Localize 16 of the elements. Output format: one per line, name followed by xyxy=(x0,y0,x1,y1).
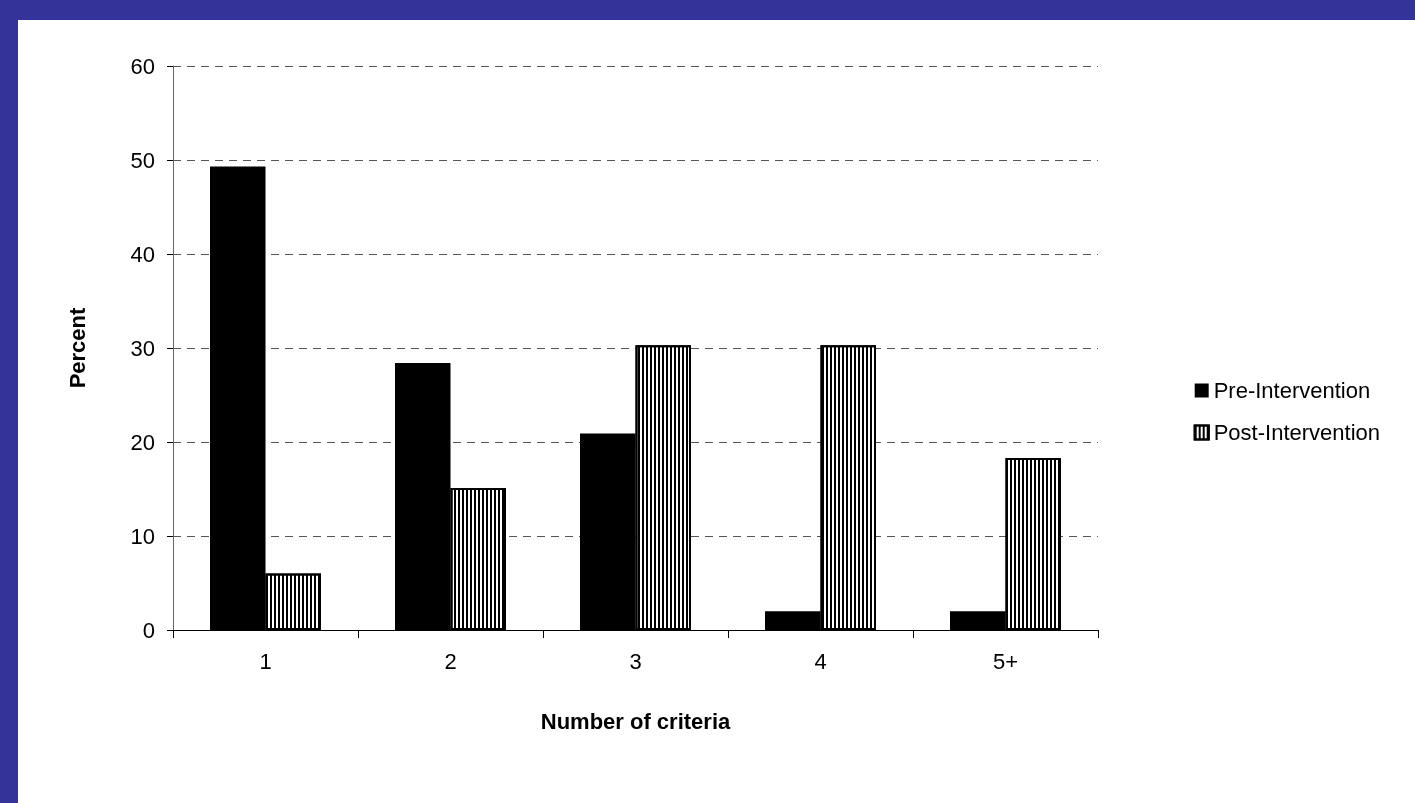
x-axis-title: Number of criteria xyxy=(540,708,732,734)
y-tick-label: 60 xyxy=(130,53,155,79)
legend-label: Post-Intervention xyxy=(1213,420,1380,445)
legend-label: Pre-Intervention xyxy=(1213,378,1371,403)
x-tick-label: 2 xyxy=(444,648,457,674)
y-tick-label: 10 xyxy=(130,523,155,549)
y-tick-label: 0 xyxy=(142,617,155,643)
x-tick-label: 5+ xyxy=(992,648,1019,674)
x-tick-label: 1 xyxy=(259,648,272,674)
y-tick-label: 30 xyxy=(130,335,155,361)
y-tick-label: 20 xyxy=(130,429,155,455)
y-tick-label: 40 xyxy=(130,241,155,267)
x-tick-label: 3 xyxy=(629,648,642,674)
y-axis-title: Percent xyxy=(64,306,90,389)
y-tick-label: 50 xyxy=(130,147,155,173)
x-tick-label: 4 xyxy=(814,648,827,674)
